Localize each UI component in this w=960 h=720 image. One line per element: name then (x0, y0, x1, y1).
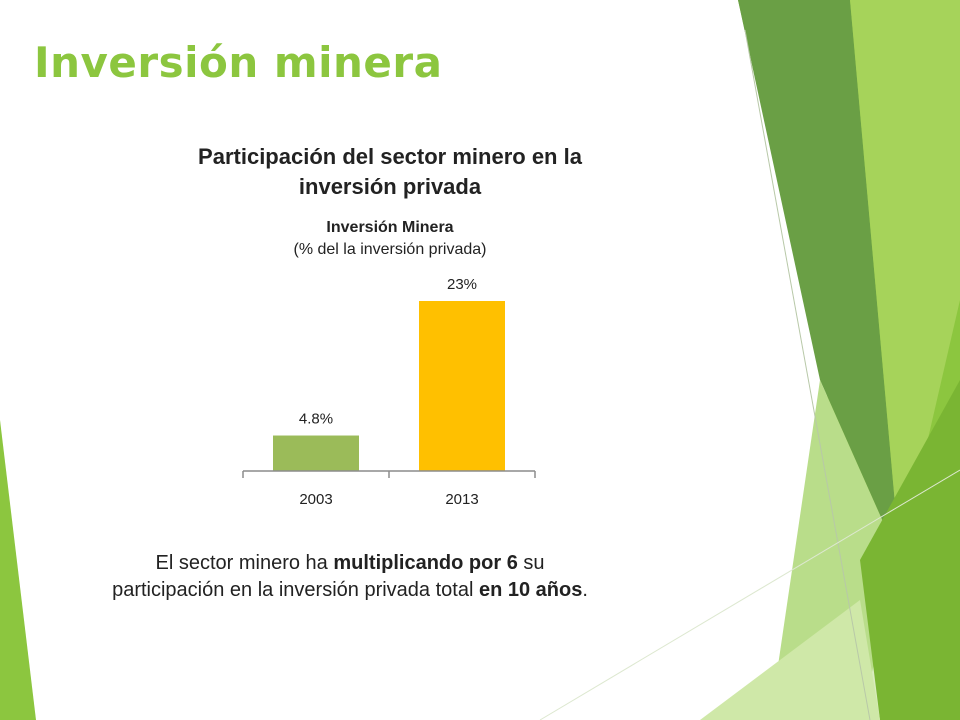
bar-2013 (419, 301, 505, 471)
caption: El sector minero ha multiplicando por 6 … (110, 550, 590, 604)
slide-title: Inversión minera (34, 38, 443, 87)
bottom-facet-light (700, 600, 880, 720)
deco-line-1 (744, 29, 871, 720)
left-accent-shape (0, 420, 36, 720)
bar-2003 (273, 435, 359, 471)
right-facet-pale (770, 380, 900, 720)
chart-subtitle-line1: Inversión Minera (326, 219, 454, 236)
caption-part1: El sector minero ha (155, 552, 334, 574)
right-facet-lime-2 (850, 0, 960, 560)
chart-subtitle: Inversión Minera (% del la inversión pri… (190, 217, 590, 261)
caption-part3: . (582, 579, 588, 601)
caption-bold2: en 10 años (478, 579, 583, 601)
right-facet-dark (738, 0, 900, 560)
caption-bold1: multiplicando por 6 (333, 552, 518, 574)
data-label-2003: 4.8% (299, 411, 333, 428)
x-tick-label-2013: 2013 (445, 491, 478, 508)
chart-title: Participación del sector minero en la in… (198, 144, 582, 199)
right-facet-bright (860, 380, 960, 720)
x-tick-label-2003: 2003 (299, 491, 332, 508)
data-label-2013: 23% (447, 276, 477, 293)
caption-part2: su participación en la inversión privada… (112, 552, 545, 601)
chart-subtitle-line2: (% del la inversión privada) (293, 241, 487, 258)
deco-line-2 (539, 469, 960, 720)
